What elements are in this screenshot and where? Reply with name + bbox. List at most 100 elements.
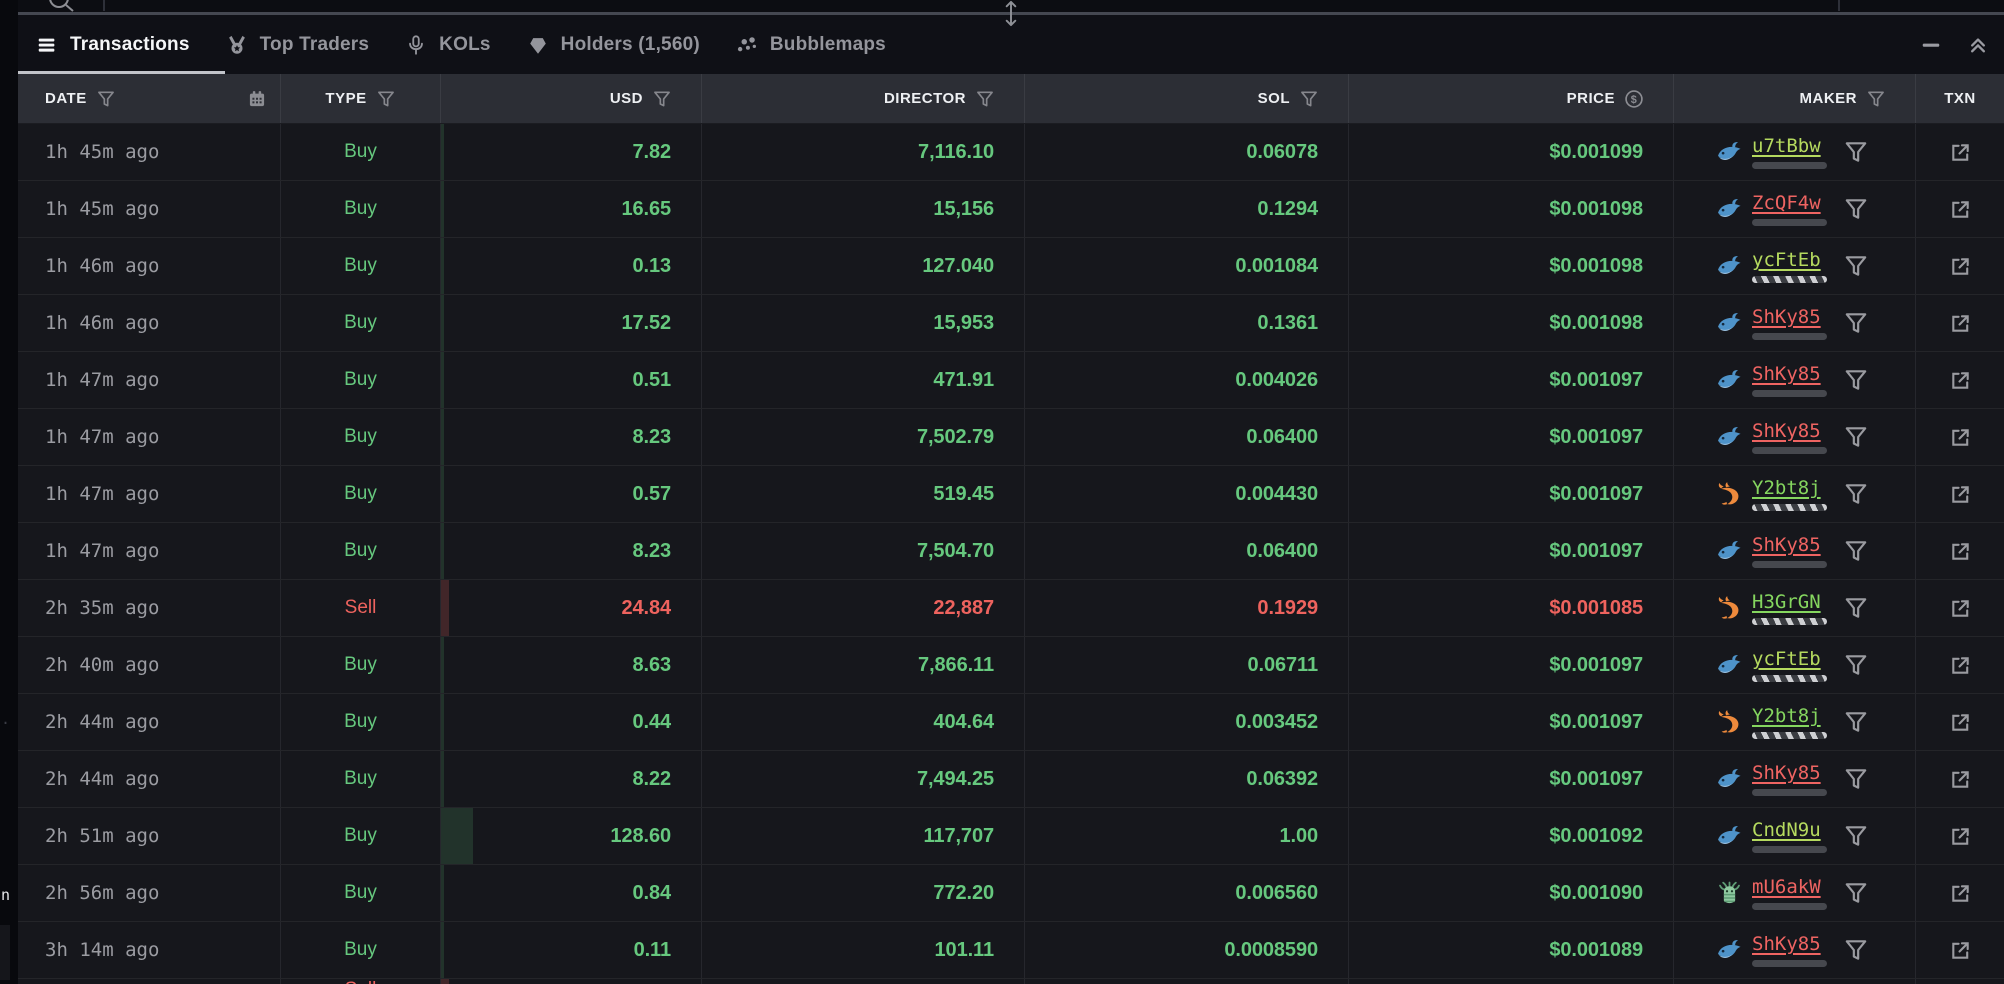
open-txn-icon[interactable] [1949,255,1972,278]
open-txn-icon[interactable] [1949,312,1972,335]
tab-bubblemaps[interactable]: Bubblemaps [718,15,904,74]
transaction-type: Buy [344,540,377,561]
column-header-usd[interactable]: USD [441,74,702,123]
maker-address-link[interactable]: ShKy85 [1752,306,1821,328]
usd-amount: 8.23 [632,539,671,562]
panel-resize-handle-icon[interactable] [1003,0,1019,27]
filter-by-maker-icon[interactable] [1843,310,1869,336]
transaction-time: 2h 44m ago [45,711,160,733]
filter-column-icon[interactable] [1866,89,1886,109]
dolphin-icon [1716,766,1743,793]
filter-column-icon[interactable] [376,89,396,109]
filter-by-maker-icon[interactable] [1843,652,1869,678]
maker-position-bar [1752,732,1827,739]
dollar-circle-icon[interactable] [1624,89,1644,109]
open-txn-icon[interactable] [1949,540,1972,563]
filter-by-maker-icon[interactable] [1843,937,1869,963]
column-header-price[interactable]: PRICE [1349,74,1674,123]
transactions-table: DATE TYPE USD DIRECTOR SOL PRICE MAKER T… [18,74,2004,984]
filter-column-icon[interactable] [975,89,995,109]
table-row: 1h 47m ago Buy 8.23 7,502.79 0.06400 $0.… [18,409,2004,466]
open-txn-icon[interactable] [1949,198,1972,221]
open-txn-icon[interactable] [1949,426,1972,449]
maker-address-link[interactable]: u7tBbw [1752,135,1821,157]
background-text-fragment: n [1,886,11,904]
open-txn-icon[interactable] [1949,825,1972,848]
filter-by-maker-icon[interactable] [1843,880,1869,906]
column-header-director[interactable]: DIRECTOR [702,74,1025,123]
filter-by-maker-icon[interactable] [1843,766,1869,792]
open-txn-icon[interactable] [1949,369,1972,392]
filter-by-maker-icon[interactable] [1843,253,1869,279]
column-header-txn[interactable]: TXN [1916,74,2004,123]
maker-address-link[interactable]: ZcQF4w [1752,192,1821,214]
maker-position-bar [1752,846,1827,853]
usd-amount: 8.23 [632,425,671,448]
maker-address-link[interactable]: ShKy85 [1752,534,1821,556]
filter-by-maker-icon[interactable] [1843,823,1869,849]
maker-address-link[interactable]: Y2bt8j [1752,477,1821,499]
sol-amount: 0.004430 [1235,482,1318,505]
volume-heat-bar [441,979,449,984]
maker-address-link[interactable]: ycFtEb [1752,249,1821,271]
minimize-panel-icon[interactable] [1920,34,1942,56]
maker-address-link[interactable]: CndN9u [1752,819,1821,841]
column-header-maker[interactable]: MAKER [1674,74,1916,123]
maker-address-link[interactable]: ShKy85 [1752,933,1821,955]
filter-by-maker-icon[interactable] [1843,709,1869,735]
filter-by-maker-icon[interactable] [1843,139,1869,165]
transaction-type: Buy [344,882,377,903]
filter-column-icon[interactable] [1299,89,1319,109]
sol-amount: 0.004026 [1235,368,1318,391]
open-txn-icon[interactable] [1949,711,1972,734]
expand-panel-icon[interactable] [1968,35,1988,55]
open-txn-icon[interactable] [1949,483,1972,506]
filter-by-maker-icon[interactable] [1843,367,1869,393]
open-txn-icon[interactable] [1949,882,1972,905]
filter-by-maker-icon[interactable] [1843,538,1869,564]
bubbles-icon [736,34,758,56]
tab-transactions[interactable]: Transactions [18,15,208,74]
open-txn-icon[interactable] [1949,597,1972,620]
tab-label: Bubblemaps [769,33,886,55]
maker-address-link[interactable]: Y2bt8j [1752,705,1821,727]
maker-address-link[interactable]: H3GrGN [1752,591,1821,613]
column-header-type[interactable]: TYPE [281,74,441,123]
tab-top-traders[interactable]: Top Traders [208,15,388,74]
calendar-icon[interactable] [247,89,267,109]
trade-price: $0.001097 [1549,482,1643,505]
open-txn-icon[interactable] [1949,141,1972,164]
usd-amount: 8.63 [632,653,671,676]
token-amount: 471.91 [933,368,994,391]
maker-address-link[interactable]: ShKy85 [1752,420,1821,442]
maker-address-link[interactable]: ShKy85 [1752,363,1821,385]
maker-address-link[interactable]: mU6akW [1752,876,1821,898]
volume-heat-bar [441,352,444,408]
filter-column-icon[interactable] [652,89,672,109]
open-txn-icon[interactable] [1949,768,1972,791]
volume-heat-bar [441,922,444,978]
tab-kols[interactable]: KOLs [387,15,508,74]
sol-amount: 0.1361 [1257,311,1318,334]
filter-by-maker-icon[interactable] [1843,481,1869,507]
transaction-type: Buy [344,426,377,447]
maker-address-link[interactable]: ycFtEb [1752,648,1821,670]
sol-amount: 0.06392 [1246,767,1318,790]
trade-price: $0.001097 [1549,710,1643,733]
filter-by-maker-icon[interactable] [1843,595,1869,621]
filter-column-icon[interactable] [96,89,116,109]
usd-amount: 0.13 [632,254,671,277]
transaction-type: Sell [344,597,377,618]
search-icon[interactable] [40,0,84,12]
open-txn-icon[interactable] [1949,654,1972,677]
maker-address-link[interactable]: ShKy85 [1752,762,1821,784]
column-header-sol[interactable]: SOL [1025,74,1349,123]
column-header-date[interactable]: DATE [18,74,281,123]
open-txn-icon[interactable] [1949,939,1972,962]
filter-by-maker-icon[interactable] [1843,424,1869,450]
filter-by-maker-icon[interactable] [1843,196,1869,222]
tab-holders-1-560[interactable]: Holders (1,560) [509,15,718,74]
volume-heat-bar [441,637,444,693]
transaction-time: 1h 47m ago [45,426,160,448]
transaction-time: 2h 51m ago [45,825,160,847]
